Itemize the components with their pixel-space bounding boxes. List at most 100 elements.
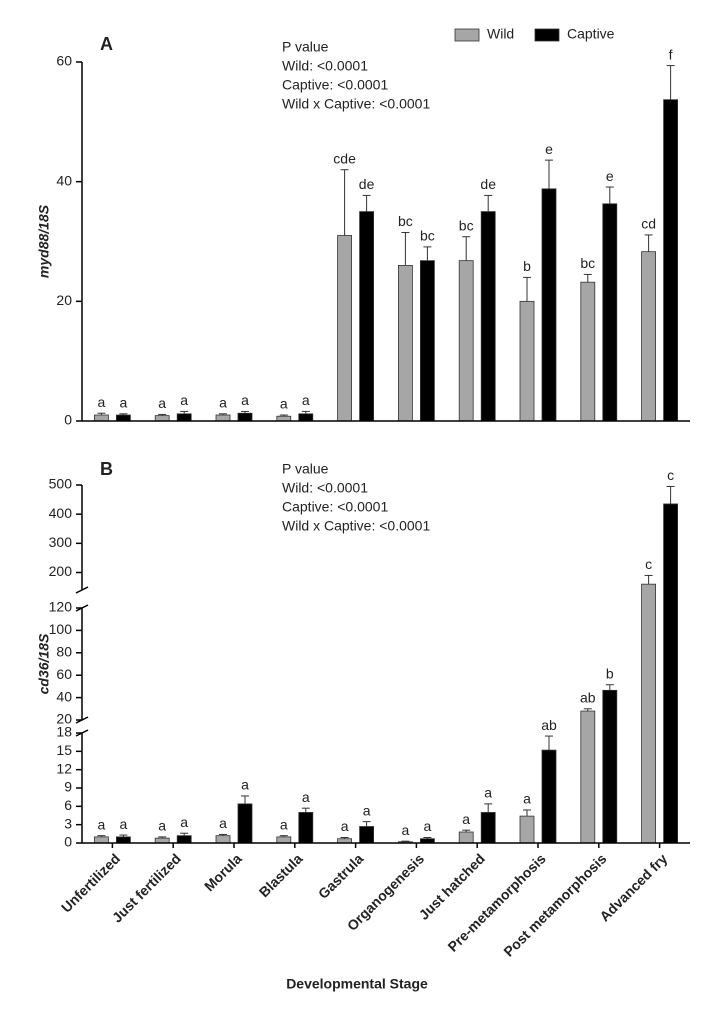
significance-letter: a — [158, 818, 166, 834]
legend-label: Captive — [567, 26, 615, 42]
y-tick-label: 0 — [64, 834, 72, 850]
bar — [116, 836, 131, 844]
bar — [337, 235, 353, 422]
bar — [419, 260, 435, 422]
significance-letter: cde — [333, 150, 356, 166]
annotation: Wild: <0.0001 — [282, 58, 368, 74]
x-tick-label: Post metamorphosis — [500, 850, 609, 959]
bar — [176, 835, 192, 844]
significance-letter: a — [219, 395, 227, 411]
y-tick-label: 40 — [56, 172, 72, 188]
bar — [397, 265, 413, 422]
bar — [602, 689, 618, 844]
significance-letter: a — [98, 816, 106, 832]
break-mark — [75, 716, 89, 724]
panel-label: A — [100, 34, 113, 54]
break-mark — [75, 729, 89, 737]
annotation: Captive: <0.0001 — [282, 499, 388, 515]
significance-letter: e — [545, 141, 553, 157]
x-tick-label: Blastula — [256, 850, 306, 900]
significance-letter: a — [523, 791, 531, 807]
legend-swatch — [454, 28, 480, 42]
y-tick-label: 200 — [49, 563, 73, 579]
annotation: Wild x Captive: <0.0001 — [282, 518, 430, 534]
significance-letter: a — [98, 394, 106, 410]
significance-letter: a — [180, 392, 188, 408]
bar — [541, 188, 557, 422]
bar — [458, 260, 474, 422]
significance-letter: de — [359, 176, 375, 192]
legend-label: Wild — [487, 26, 514, 42]
bar — [94, 836, 109, 844]
x-tick-label: Morula — [201, 850, 245, 894]
annotation: P value — [282, 461, 329, 477]
bar — [458, 831, 474, 844]
significance-letter: c — [645, 556, 652, 572]
bar — [641, 583, 656, 844]
y-axis-title: cd36/18S — [36, 633, 52, 694]
y-axis-title: myd88/18S — [36, 204, 52, 278]
x-tick-label: Unfertilized — [58, 850, 123, 915]
bar — [215, 835, 231, 844]
significance-letter: a — [241, 392, 249, 408]
y-tick-label: 12 — [56, 760, 72, 776]
bar — [580, 710, 596, 844]
y-tick-label: 100 — [49, 621, 73, 637]
panel-label: B — [100, 459, 113, 479]
y-tick-label: 6 — [64, 797, 72, 813]
significance-letter: a — [363, 802, 371, 818]
bar — [237, 803, 253, 844]
significance-letter: de — [480, 176, 496, 192]
bar — [480, 211, 496, 422]
significance-letter: c — [667, 467, 674, 483]
bar — [359, 826, 375, 844]
bar — [519, 815, 535, 844]
significance-letter: e — [606, 168, 614, 184]
y-tick-label: 15 — [56, 742, 72, 758]
significance-letter: a — [341, 818, 349, 834]
bar — [641, 251, 656, 422]
annotation: Wild x Captive: <0.0001 — [282, 96, 430, 112]
y-tick-label: 0 — [64, 412, 72, 428]
y-tick-label: 20 — [56, 711, 72, 727]
significance-letter: a — [219, 815, 227, 831]
y-tick-label: 300 — [49, 534, 73, 550]
significance-letter: a — [402, 822, 410, 838]
break-mark — [75, 604, 89, 612]
significance-letter: bc — [580, 255, 595, 271]
significance-letter: a — [484, 785, 492, 801]
significance-letter: a — [120, 395, 128, 411]
bar — [298, 413, 314, 422]
annotation: Captive: <0.0001 — [282, 77, 388, 93]
bar — [602, 203, 618, 422]
bar — [215, 414, 231, 422]
y-tick-label: 40 — [56, 688, 72, 704]
bar — [663, 503, 678, 844]
bar — [237, 412, 253, 422]
y-tick-label: 20 — [56, 292, 72, 308]
y-tick-label: 500 — [49, 476, 73, 492]
y-tick-label: 400 — [49, 505, 73, 521]
bar — [176, 413, 192, 422]
significance-letter: b — [606, 665, 614, 681]
bar — [276, 836, 292, 844]
y-tick-label: 80 — [56, 644, 72, 660]
significance-letter: a — [241, 777, 249, 793]
significance-letter: a — [462, 811, 470, 827]
bar — [116, 414, 131, 422]
significance-letter: bc — [420, 228, 435, 244]
bar — [359, 211, 375, 422]
y-tick-label: 9 — [64, 779, 72, 795]
significance-letter: bc — [398, 213, 413, 229]
y-tick-label: 120 — [49, 599, 73, 615]
significance-letter: cd — [641, 216, 656, 232]
legend-swatch — [534, 28, 560, 42]
bar — [480, 812, 496, 844]
annotation: P value — [282, 39, 329, 55]
y-tick-label: 60 — [56, 666, 72, 682]
significance-letter: a — [280, 396, 288, 412]
bar — [519, 300, 535, 422]
significance-letter: a — [302, 789, 310, 805]
x-tick-label: Gastrula — [315, 850, 367, 902]
